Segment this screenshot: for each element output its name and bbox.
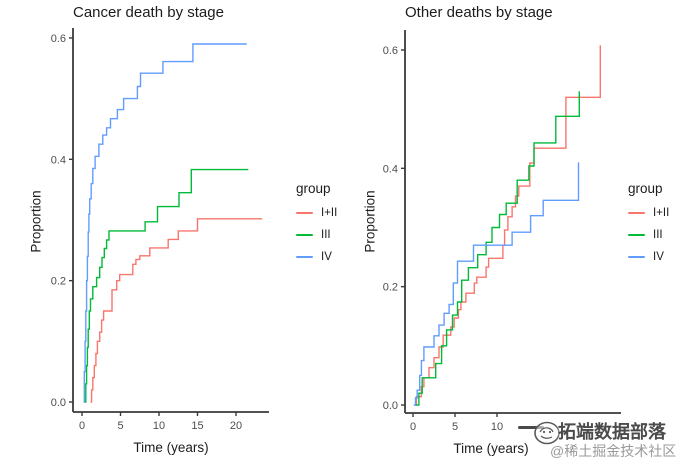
legend-label: III — [653, 229, 663, 241]
series-curve-IV — [83, 43, 247, 403]
y-tick-label: 0.0 — [383, 400, 398, 412]
series-curve-IplusII — [90, 218, 263, 403]
y-tick-label: 0.2 — [51, 276, 66, 288]
y-tick-label: 0.0 — [51, 397, 66, 409]
x-tick-label: 20 — [230, 420, 242, 432]
x-tick-label: 10 — [491, 421, 503, 433]
cancer-death-plot-area: 0 5 10 15 20 0.0 0.2 0.4 0.6 — [51, 28, 269, 432]
legend-label: IV — [653, 251, 664, 263]
y-axis-label-right: Proportion — [362, 190, 378, 253]
series-curve-IplusII — [414, 45, 601, 406]
legend-item-IV: IV — [296, 246, 337, 268]
y-tick-label: 0.6 — [51, 33, 66, 45]
chart-title-cancer-death: Cancer death by stage — [73, 4, 224, 21]
legend-item-III: III — [628, 224, 669, 246]
legend-key-line — [296, 212, 313, 214]
legend-items: I+II III IV — [296, 202, 337, 268]
legend-key-line — [628, 256, 645, 258]
legend-title: group — [628, 181, 663, 196]
series-curve-III — [415, 91, 580, 406]
y-axis-label-left: Proportion — [28, 190, 44, 253]
legend-key-line — [628, 234, 645, 236]
legend-label: III — [321, 229, 331, 241]
legend-label: I+II — [653, 207, 670, 219]
x-tick-label: 5 — [117, 420, 123, 432]
legend-left: group I+II III IV — [296, 181, 337, 268]
chart-title-other-deaths: Other deaths by stage — [405, 4, 553, 21]
x-tick-label: 5 — [452, 421, 458, 433]
series-curve-III — [84, 168, 249, 403]
legend-label: I+II — [321, 207, 338, 219]
x-tick-label: 0 — [79, 420, 85, 432]
legend-item-IV: IV — [628, 246, 669, 268]
x-tick-label: 15 — [191, 420, 203, 432]
other-deaths-plot-area: 0 5 10 0.0 0.2 0.4 0.6 — [383, 30, 621, 433]
legend-key-line — [296, 234, 313, 236]
x-tick-label: 10 — [153, 420, 165, 432]
series-curve-IV — [413, 162, 580, 406]
legend-items: I+II III IV — [628, 202, 669, 268]
y-tick-label: 0.6 — [383, 45, 398, 57]
legend-item-III: III — [296, 224, 337, 246]
legend-label: IV — [321, 251, 332, 263]
legend-right: group I+II III IV — [628, 181, 669, 268]
x-tick-label: 0 — [410, 421, 416, 433]
legend-title: group — [296, 181, 331, 196]
x-axis-label-left: Time (years) — [133, 440, 209, 455]
legend-key-line — [296, 256, 313, 258]
y-tick-label: 0.2 — [383, 282, 398, 294]
y-tick-label: 0.4 — [51, 154, 66, 166]
x-axis-label-right: Time (years) — [453, 441, 529, 456]
legend-key-line — [628, 212, 645, 214]
legend-item-IplusII: I+II — [296, 202, 337, 224]
y-tick-label: 0.4 — [383, 163, 398, 175]
legend-item-IplusII: I+II — [628, 202, 669, 224]
